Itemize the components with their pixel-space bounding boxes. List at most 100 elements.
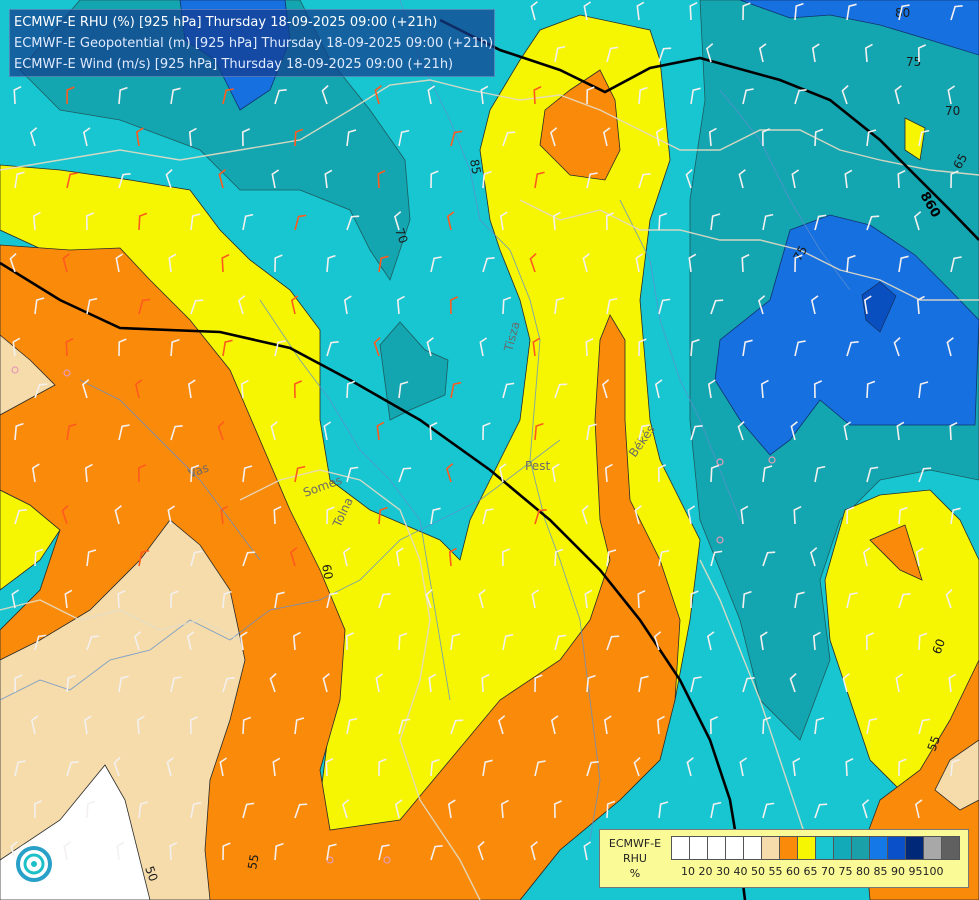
wind-barb — [270, 421, 278, 441]
wind-barb — [189, 716, 199, 735]
wind-barb — [950, 256, 962, 273]
legend-swatch — [833, 836, 852, 860]
wind-barb — [116, 841, 125, 861]
wind-barb — [430, 844, 443, 861]
wind-barb — [138, 549, 150, 567]
wind-barb — [482, 508, 494, 525]
wind-barb — [549, 127, 558, 147]
legend-swatch — [797, 836, 816, 860]
wind-barb — [586, 674, 596, 693]
wind-barb — [552, 211, 561, 231]
wind-barb — [114, 505, 122, 525]
rhu-80-east-region — [714, 214, 979, 456]
legend-swatch — [905, 836, 924, 860]
wind-barb — [498, 463, 507, 483]
wind-barb — [658, 801, 669, 819]
wind-barb — [894, 85, 902, 105]
wind-barb — [290, 295, 299, 315]
wind-barb — [137, 464, 147, 483]
wind-barb — [118, 172, 131, 189]
wind-barb — [86, 549, 97, 567]
wind-barb — [378, 506, 388, 525]
legend-swatch — [779, 836, 798, 860]
wind-barb — [710, 550, 723, 567]
wind-barb — [342, 547, 351, 567]
wind-barb — [603, 715, 612, 735]
wind-barb — [950, 170, 959, 189]
wind-barb — [448, 547, 457, 567]
wind-barb — [13, 85, 22, 105]
wind-barb — [794, 2, 804, 21]
wind-barb — [685, 169, 693, 189]
wind-barb — [190, 213, 201, 231]
wind-barb — [915, 547, 924, 567]
wind-barb — [240, 379, 249, 399]
wind-barb — [841, 85, 849, 105]
wind-barb — [792, 757, 801, 777]
wind-barb — [757, 295, 766, 315]
wind-barb — [376, 421, 385, 441]
rhu-60-small — [904, 117, 926, 161]
geopotential-860-isoline — [0, 261, 747, 900]
legend-swatch — [725, 836, 744, 860]
wind-barb — [947, 85, 956, 105]
legend-tick-label: 95 — [908, 865, 923, 878]
wind-barb — [378, 844, 390, 861]
wind-barb — [326, 843, 337, 861]
wind-barb — [809, 547, 818, 567]
wind-barb — [585, 337, 594, 357]
wind-barb — [326, 506, 335, 525]
wind-barb — [862, 547, 871, 567]
legend-tick-label: 70 — [821, 865, 835, 878]
wind-barb — [581, 505, 589, 525]
wind-barb — [950, 4, 963, 21]
wind-barb — [445, 463, 454, 483]
wind-barb — [242, 551, 256, 567]
wind-barb — [430, 758, 440, 777]
wind-barb — [948, 673, 957, 693]
wind-barb — [654, 379, 663, 399]
wind-barb — [950, 507, 961, 525]
legend-variable: RHU — [623, 852, 647, 865]
wind-barb — [606, 549, 617, 567]
legend-swatch — [743, 836, 762, 860]
contour-label-80: 80 — [895, 6, 910, 20]
wind-barb — [690, 338, 700, 357]
wind-barb — [326, 592, 338, 609]
wind-barb — [63, 841, 72, 861]
wind-barb — [377, 169, 386, 189]
wind-barb — [586, 86, 595, 105]
wind-barb — [789, 673, 797, 693]
legend-tick-label: 65 — [803, 865, 818, 878]
wind-barb — [242, 213, 254, 231]
wind-barb — [742, 88, 754, 105]
wind-barb — [170, 87, 181, 105]
wind-barb — [762, 465, 773, 483]
wind-barb — [138, 801, 149, 819]
wind-barb — [865, 632, 875, 651]
wind-barb — [65, 337, 74, 357]
wind-barb — [550, 715, 559, 735]
wind-barb — [586, 423, 597, 441]
map-title-panel: ECMWF-E RHU (%) [925 hPa] Thursday 18-09… — [9, 9, 495, 77]
wind-barb — [14, 422, 24, 441]
wind-barb — [118, 338, 127, 357]
wind-barb — [393, 211, 402, 231]
wind-barb — [294, 214, 307, 231]
legend-swatch — [815, 836, 834, 860]
wind-barb — [186, 631, 195, 651]
wind-barb — [530, 841, 538, 861]
wind-barb — [687, 505, 696, 525]
wind-barb — [84, 463, 93, 483]
wind-barb — [66, 674, 76, 693]
wind-barb — [378, 592, 391, 609]
wind-barb — [501, 548, 511, 567]
wind-barb — [66, 172, 78, 189]
wind-barb — [534, 508, 547, 525]
rhu-50-west-region — [0, 334, 56, 416]
legend-swatch — [671, 836, 690, 860]
wind-barb — [115, 253, 124, 273]
wind-barb — [742, 339, 753, 357]
wind-barb — [133, 631, 142, 651]
rhu-50-southeast-region — [934, 739, 979, 811]
